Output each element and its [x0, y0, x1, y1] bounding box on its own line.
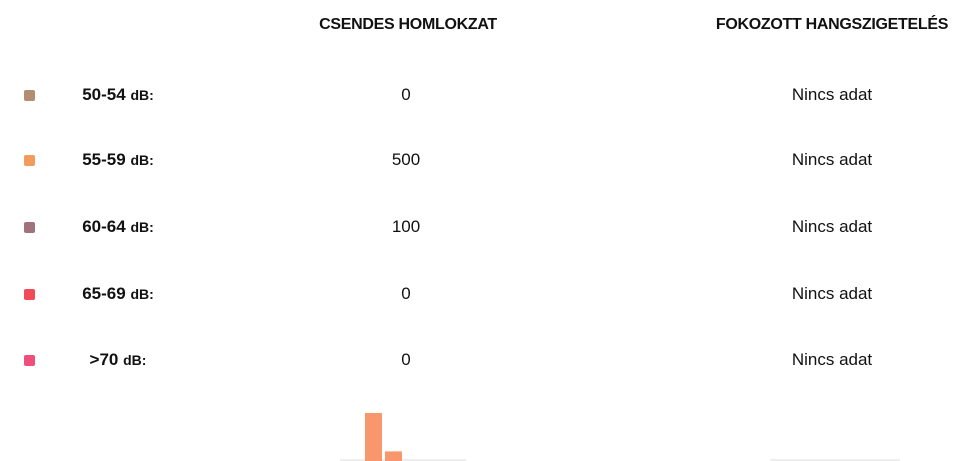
insulated-value: Nincs adat [791, 350, 873, 369]
legend-swatch [24, 90, 35, 101]
unit: dB: [130, 87, 154, 103]
quiet-value: 0 [401, 284, 411, 303]
legend-swatch [24, 289, 35, 300]
insulated-value: Nincs adat [791, 284, 873, 303]
unit: dB: [130, 286, 154, 302]
bar [385, 451, 402, 461]
legend-swatch [24, 355, 35, 366]
column-header: FOKOZOTT HANGSZIGETELÉS [715, 16, 949, 33]
table-row: 60-64 dB: 100 Nincs adat [0, 214, 977, 244]
range-label: >70 dB: [90, 350, 147, 370]
bar [365, 413, 382, 461]
table-row: 50-54 dB: 0 Nincs adat [0, 82, 977, 112]
range-label: 50-54 dB: [82, 85, 154, 105]
column-header: CSENDES HOMLOKZAT [319, 16, 497, 33]
table-row: 55-59 dB: 500 Nincs adat [0, 147, 977, 177]
range: 60-64 [82, 217, 126, 236]
quiet-value: 0 [401, 85, 411, 104]
insulated-value: Nincs adat [791, 217, 873, 236]
legend-swatch [24, 222, 35, 233]
quiet-value: 0 [401, 350, 411, 369]
insulated-value: Nincs adat [791, 85, 873, 104]
range: 65-69 [82, 284, 126, 303]
range: 50-54 [82, 85, 126, 104]
insulated-value: Nincs adat [791, 150, 873, 169]
legend-swatch [24, 155, 35, 166]
unit: dB: [130, 219, 154, 235]
unit: dB: [123, 352, 147, 368]
table-row: 65-69 dB: 0 Nincs adat [0, 281, 977, 311]
range: 55-59 [82, 150, 126, 169]
table-row: >70 dB: 0 Nincs adat [0, 347, 977, 377]
unit: dB: [130, 152, 154, 168]
quiet-value: 500 [391, 150, 421, 169]
range: >70 [89, 350, 119, 369]
range-label: 55-59 dB: [82, 150, 154, 170]
range-label: 60-64 dB: [82, 217, 154, 237]
quiet-value: 100 [391, 217, 421, 236]
range-label: 65-69 dB: [82, 284, 154, 304]
